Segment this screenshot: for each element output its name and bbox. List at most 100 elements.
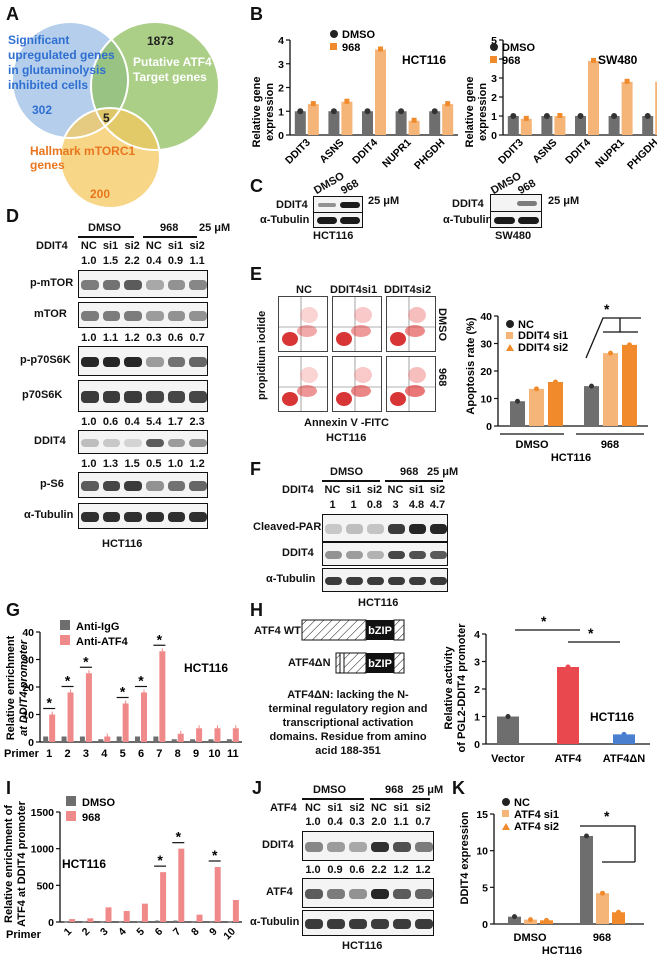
b-left-dot-dmso (297, 108, 304, 115)
b-right-ylabel-1: Relative gene (464, 77, 476, 148)
e-dot (515, 398, 520, 404)
g-ylabel-2: at DDIT4 promoter (18, 639, 30, 736)
d-quant-row: 1.0 1.1 1.2 0.3 0.6 0.7 (78, 332, 208, 346)
panel-letter-k: K (452, 778, 465, 798)
e-flow-cluster-apoptotic (351, 325, 371, 337)
f-band (367, 524, 384, 534)
e-flow-cluster-live (390, 332, 406, 346)
i-bar-dmso (82, 921, 87, 923)
j-band (305, 888, 323, 900)
venn-blue-label-3: in glutaminolysis (8, 63, 106, 77)
e-flow-cluster-apoptotic (297, 325, 317, 337)
c-left-cell: HCT116 (313, 230, 354, 242)
i-bar-968 (141, 903, 148, 922)
d-lane-label: si1 (102, 240, 119, 252)
i-bar-dmso (64, 921, 69, 923)
g-bar-igg (116, 736, 122, 742)
h-dn-label: ATF4ΔN (288, 657, 331, 669)
b-left-legend-dmso-marker (330, 30, 338, 38)
e-flow-cluster-apoptotic (405, 325, 425, 337)
f-quant-row: 1 1 0.8 3 4.8 4.7 (322, 499, 448, 513)
f-band (409, 550, 426, 560)
g-bar-atf4 (196, 728, 203, 742)
b-left-bar-968 (408, 120, 420, 135)
g-xtick-label: 7 (156, 748, 162, 760)
b-left-bar-dmso (395, 111, 407, 135)
k-dot (584, 833, 589, 839)
venn-yellow-label-2: genes (30, 158, 65, 172)
d-lane-label: si2 (189, 240, 205, 252)
d-band (124, 481, 142, 491)
g-xtick-label: 3 (83, 748, 89, 760)
j-quant-row: 1.0 0.9 0.6 2.2 1.2 1.2 (302, 864, 434, 878)
h-note-line-2: terminal regulatory region and (268, 703, 428, 715)
g-bar-atf4 (104, 736, 111, 742)
j-band (415, 841, 433, 853)
f-blot-label: DDIT4 (282, 547, 314, 559)
j-band (415, 919, 433, 929)
b-left-dot-968 (344, 98, 350, 104)
e-flow-col-si2: DDIT4si2 (384, 284, 432, 296)
j-blot-label: ATF4 (266, 886, 293, 898)
b-right-bar-968 (554, 116, 566, 135)
h-dn-bzip (366, 653, 394, 673)
g-sig-star: * (157, 631, 163, 647)
e-flow-plot-svg (387, 357, 435, 411)
f-band (325, 576, 342, 586)
h-constructs: bZIP bZIP (301, 619, 405, 674)
k-dot (616, 909, 621, 915)
panel-letter-e: E (250, 264, 263, 284)
g-bar-igg (171, 739, 177, 742)
e-bar (510, 401, 525, 426)
c-right-row-tubulin: α-Tubulin (443, 214, 493, 226)
b-left-ytick-label: 4 (278, 35, 284, 47)
b-right-ytick-label: 0 (491, 130, 497, 142)
i-bar-dmso (173, 920, 178, 922)
j-quant: 1.0 (305, 816, 321, 828)
h-dot (505, 714, 511, 719)
j-lane-label: NC (305, 802, 321, 814)
g-xtick-label: 4 (101, 748, 108, 760)
k-ytick-label: 0 (482, 919, 488, 931)
f-band (346, 524, 363, 534)
b-left-bar-dmso (294, 111, 306, 135)
k-bar (508, 916, 521, 924)
b-right-dot-968 (557, 113, 563, 118)
j-band (371, 888, 389, 900)
d-band (102, 356, 121, 368)
b-right-bar-dmso (541, 116, 553, 135)
i-bar-dmso (191, 921, 196, 923)
e-ytick-label: 10 (480, 394, 492, 406)
c-left-blot-tubulin (313, 212, 363, 228)
d-band (146, 438, 164, 448)
i-bar-968 (214, 867, 221, 922)
i-sig-star: * (212, 847, 218, 863)
e-flow-col-si1: DDIT4si1 (330, 284, 378, 296)
e-legend-si2: DDIT4 si2 (518, 342, 568, 354)
h-ytick-label: 0 (474, 739, 480, 751)
svg-text:*: * (541, 613, 547, 629)
d-quant: 1.5 (124, 458, 140, 470)
b-left-ytick-label: 3 (278, 59, 284, 71)
d-band (189, 391, 207, 403)
i-bar-968 (178, 848, 185, 922)
j-band (415, 888, 433, 900)
g-ylabel-1: Relative enrichment (5, 635, 17, 740)
g-bar-atf4 (177, 733, 184, 742)
j-quant: 0.6 (349, 864, 365, 876)
b-left-ylabel-1: Relative gene (251, 77, 263, 148)
d-blot (78, 346, 208, 376)
g-bar-igg (98, 739, 104, 742)
b-left-dot-968 (411, 117, 417, 123)
e-flow-cluster-late (354, 307, 372, 323)
d-quant-row: 1.0 1.3 1.5 0.5 1.0 1.2 (78, 458, 208, 472)
j-quant: 2.0 (371, 816, 387, 828)
h-bar (497, 716, 519, 744)
g-bar-atf4 (85, 673, 92, 742)
g-cell: HCT116 (184, 661, 228, 675)
h-xtick-label: Vector (491, 753, 525, 765)
d-lane-label: si1 (167, 240, 184, 252)
d-band (167, 391, 186, 403)
panel-letter-i: I (6, 778, 12, 798)
